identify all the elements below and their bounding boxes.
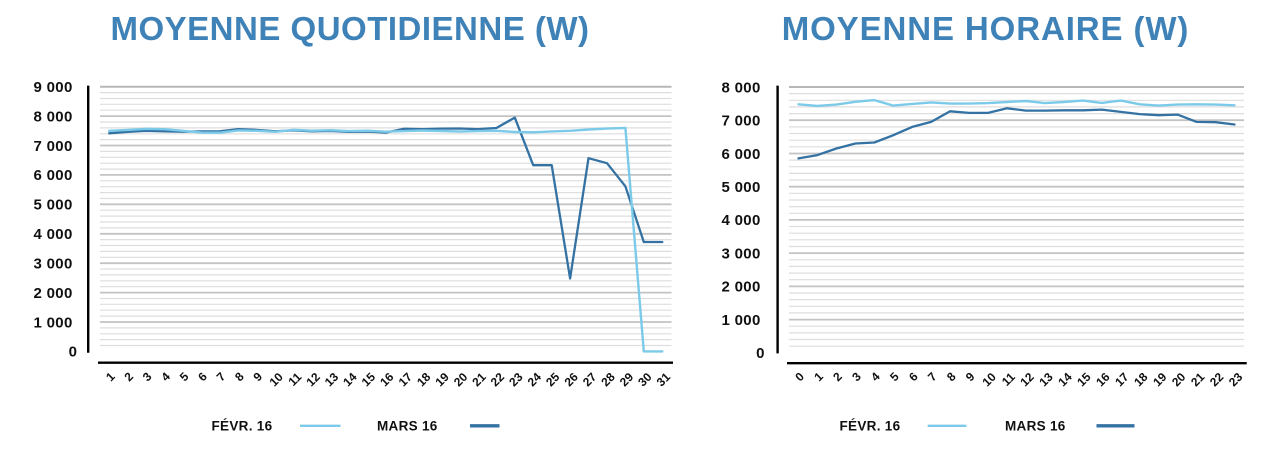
svg-text:3 000: 3 000 [722,245,761,262]
svg-text:6 000: 6 000 [722,146,761,163]
svg-text:MARS 16: MARS 16 [1005,419,1066,434]
svg-text:16: 16 [377,370,397,390]
svg-text:22: 22 [1207,370,1227,390]
svg-text:4 000: 4 000 [722,212,761,229]
svg-text:19: 19 [432,370,452,390]
svg-text:22: 22 [488,370,508,390]
svg-text:8: 8 [944,369,959,384]
svg-text:MOYENNE QUOTIDIENNE (W): MOYENNE QUOTIDIENNE (W) [111,10,590,47]
svg-text:31: 31 [654,370,674,390]
svg-text:14: 14 [340,370,360,390]
svg-text:9: 9 [250,369,265,384]
svg-text:2 000: 2 000 [722,279,761,296]
svg-text:23: 23 [1226,370,1246,390]
svg-text:19: 19 [1150,370,1170,390]
svg-text:9 000: 9 000 [34,79,73,96]
svg-text:4 000: 4 000 [34,226,73,243]
svg-text:7 000: 7 000 [34,138,73,155]
svg-text:29: 29 [617,370,637,390]
svg-text:2: 2 [121,369,136,384]
svg-text:20: 20 [451,370,471,390]
svg-text:21: 21 [1188,370,1208,390]
svg-text:8 000: 8 000 [722,79,761,96]
svg-text:3 000: 3 000 [34,256,73,273]
svg-text:MOYENNE HORAIRE (W): MOYENNE HORAIRE (W) [782,10,1190,47]
svg-text:24: 24 [525,370,545,390]
svg-text:2: 2 [830,369,845,384]
svg-text:5 000: 5 000 [34,197,73,214]
svg-text:20: 20 [1169,370,1189,390]
svg-text:7: 7 [925,369,940,384]
svg-text:17: 17 [396,370,416,390]
svg-text:0: 0 [792,369,807,384]
svg-text:10: 10 [979,370,999,390]
svg-text:2 000: 2 000 [34,285,73,302]
svg-text:15: 15 [1074,370,1094,390]
svg-text:5 000: 5 000 [722,179,761,196]
svg-text:9: 9 [963,369,978,384]
svg-text:12: 12 [303,370,323,390]
svg-text:17: 17 [1112,370,1132,390]
svg-text:11: 11 [285,370,304,389]
svg-text:FÉVR. 16: FÉVR. 16 [212,419,273,434]
svg-text:0: 0 [756,345,765,362]
svg-text:6: 6 [906,369,921,384]
svg-text:8 000: 8 000 [34,108,73,125]
svg-text:27: 27 [580,370,600,390]
svg-text:18: 18 [414,370,434,390]
svg-text:0: 0 [69,344,78,361]
svg-text:FÉVR. 16: FÉVR. 16 [840,419,901,434]
svg-text:5: 5 [177,369,192,384]
svg-text:26: 26 [562,370,582,390]
svg-text:16: 16 [1093,370,1113,390]
svg-text:1 000: 1 000 [722,312,761,329]
svg-text:14: 14 [1055,370,1075,390]
svg-text:13: 13 [322,370,342,390]
svg-text:3: 3 [140,369,155,384]
svg-text:MARS 16: MARS 16 [377,419,438,434]
svg-text:1: 1 [103,369,118,384]
svg-text:7: 7 [214,369,229,384]
svg-text:7 000: 7 000 [722,113,761,130]
svg-text:4: 4 [868,369,883,384]
svg-text:1 000: 1 000 [34,314,73,331]
svg-text:10: 10 [267,370,287,390]
svg-text:6 000: 6 000 [34,167,73,184]
svg-text:30: 30 [635,370,655,390]
svg-text:6: 6 [195,369,210,384]
svg-text:13: 13 [1036,370,1056,390]
svg-text:11: 11 [999,370,1018,389]
svg-text:1: 1 [811,369,826,384]
svg-text:23: 23 [506,370,526,390]
svg-text:25: 25 [543,370,563,390]
svg-text:28: 28 [598,370,618,390]
svg-text:18: 18 [1131,370,1151,390]
svg-text:8: 8 [232,369,247,384]
svg-text:12: 12 [1017,370,1037,390]
svg-text:4: 4 [158,369,173,384]
svg-text:15: 15 [359,370,379,390]
svg-text:21: 21 [469,370,489,390]
svg-text:5: 5 [887,369,902,384]
svg-text:3: 3 [849,369,864,384]
